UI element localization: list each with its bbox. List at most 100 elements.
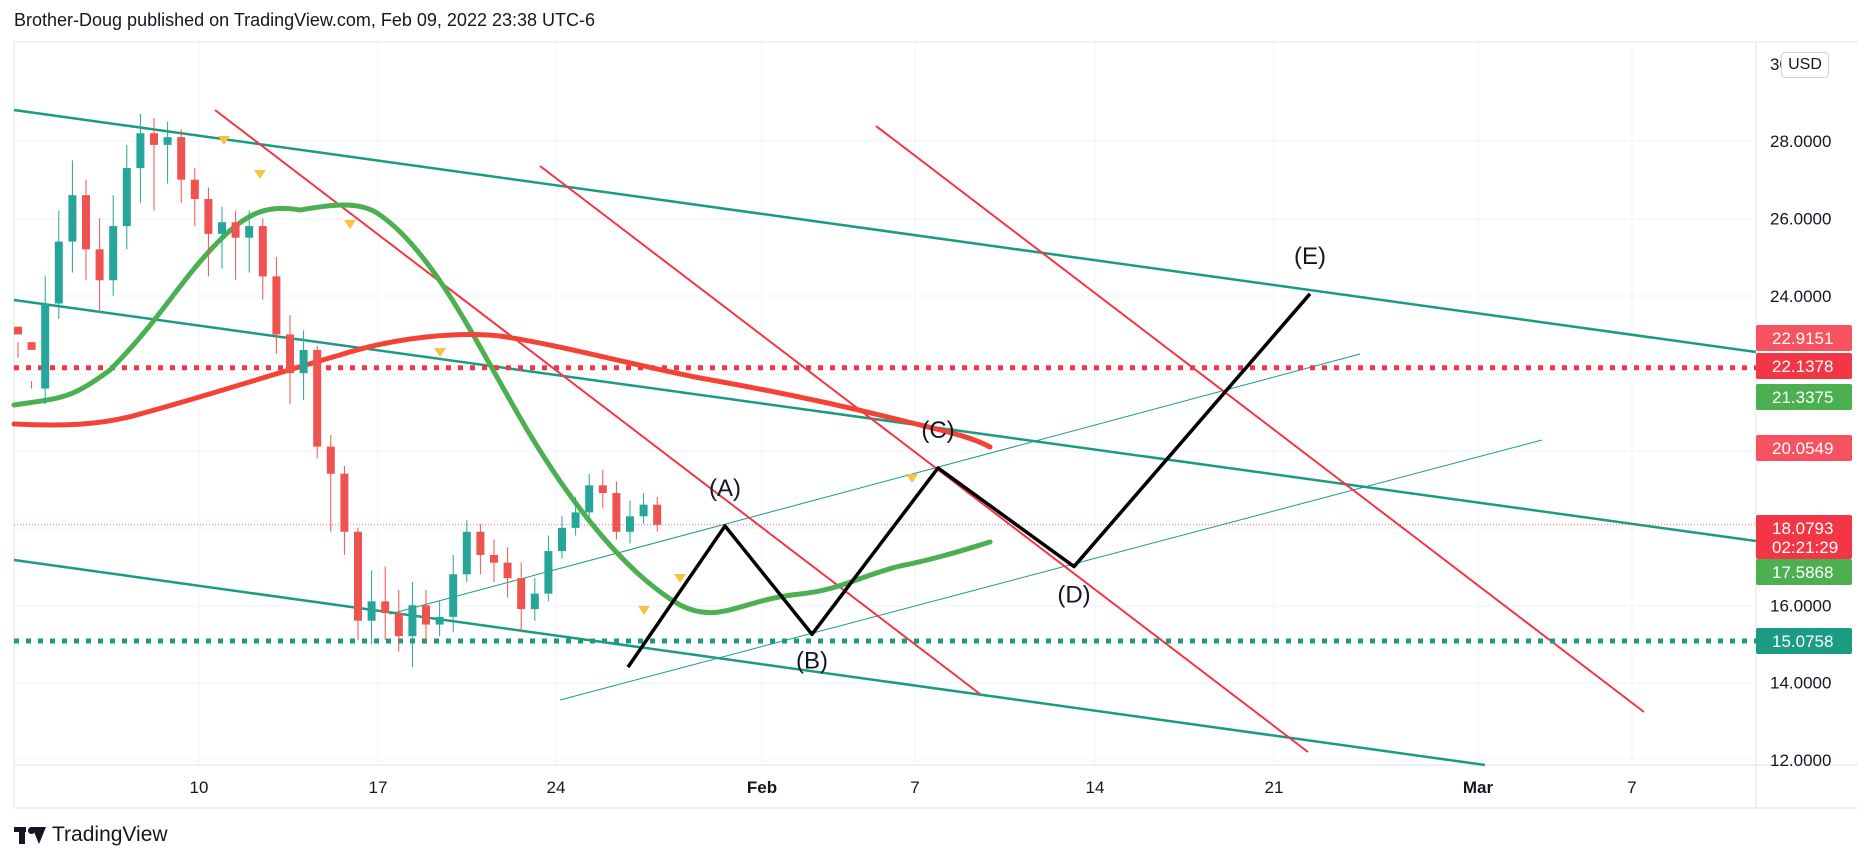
candle-body	[218, 222, 226, 234]
y-tick-label: 16.0000	[1770, 596, 1831, 615]
price-label-value: 18.0793	[1772, 519, 1833, 538]
price-label-countdown: 02:21:29	[1772, 538, 1838, 557]
signal-marker-icon	[674, 574, 686, 583]
candle	[95, 218, 104, 312]
candle	[109, 195, 118, 296]
candle	[394, 589, 403, 652]
candle-body	[422, 605, 430, 625]
candle-body	[286, 334, 294, 374]
price-label-bg	[1756, 515, 1852, 559]
x-tick-label: Feb	[747, 778, 777, 797]
lower-channel-line	[13, 558, 1486, 767]
candle-body	[490, 554, 498, 563]
candle-body	[122, 168, 131, 227]
wave-label: (D)	[1057, 582, 1090, 609]
candle-body	[14, 326, 22, 335]
candle	[503, 547, 512, 598]
candle-body	[530, 593, 539, 610]
price-label: 15.0758	[1756, 628, 1852, 654]
candle	[408, 582, 417, 668]
y-tick-label: 12.0000	[1770, 751, 1831, 770]
x-tick-label: 10	[190, 778, 209, 797]
red-trendline-3	[875, 125, 1645, 713]
candle	[517, 562, 526, 633]
candle-body	[544, 551, 553, 594]
candle-body	[558, 527, 566, 552]
candle-body	[571, 512, 580, 528]
candle-body	[585, 485, 594, 513]
candle-body	[299, 349, 308, 374]
candle-body	[177, 137, 186, 180]
candles	[14, 113, 918, 668]
signal-marker-icon	[218, 136, 230, 145]
candle	[136, 113, 145, 203]
candle	[258, 218, 267, 300]
publish-header: Brother-Doug published on TradingView.co…	[14, 10, 596, 30]
candle-body	[517, 578, 526, 610]
candle	[598, 469, 607, 509]
time-axis: 10 17 24 Feb 7 14 21 Mar 7	[190, 778, 1637, 797]
candle	[626, 500, 634, 544]
candle-body	[136, 133, 145, 169]
candle-body	[163, 137, 172, 145]
candle-body	[435, 616, 444, 625]
candle	[218, 206, 226, 269]
candle	[231, 210, 240, 281]
price-axis: 3028.000026.000024.000016.000014.000012.…	[1770, 55, 1831, 770]
candle	[326, 435, 335, 532]
candle	[177, 129, 186, 203]
candle	[354, 527, 362, 641]
green-moving-average	[11, 202, 993, 616]
candle	[245, 210, 254, 273]
candle	[190, 168, 199, 227]
candle-body	[245, 226, 254, 238]
candle	[14, 326, 22, 358]
wave-label: (A)	[709, 475, 741, 502]
candle-body	[598, 485, 607, 494]
brand-label: TradingView	[52, 823, 168, 846]
candle	[462, 520, 471, 583]
candle	[286, 315, 294, 405]
upper-channel-line	[13, 108, 1757, 354]
candle	[558, 516, 566, 559]
signal-marker-icon	[344, 220, 356, 229]
candle	[639, 493, 648, 525]
candle-body	[27, 342, 36, 350]
wave-count: (A) (B) (C) (D) (E)	[626, 243, 1326, 674]
candle	[490, 539, 498, 583]
price-label-value: 15.0758	[1772, 632, 1833, 651]
candle-body	[258, 226, 267, 277]
x-tick-label: 7	[1627, 778, 1636, 797]
candle	[163, 121, 172, 184]
candle-body	[381, 601, 390, 613]
signal-marker-icon	[254, 170, 266, 179]
price-label: 21.3375	[1756, 384, 1852, 410]
x-tick-label: Mar	[1463, 778, 1494, 797]
price-label-value: 20.0549	[1772, 439, 1833, 458]
candle-body	[476, 531, 485, 555]
y-tick-label: 14.0000	[1770, 674, 1831, 693]
candle	[313, 346, 322, 459]
wave-label: (C)	[921, 417, 954, 444]
candle	[544, 535, 553, 602]
price-label: 17.5868	[1756, 559, 1852, 585]
candle-body	[503, 562, 512, 579]
candle	[299, 330, 308, 401]
currency-badge[interactable]: USD	[1781, 52, 1829, 78]
candle	[381, 566, 390, 641]
candle-body	[82, 195, 90, 250]
candle	[82, 179, 90, 281]
price-labels: 22.9151 22.1378 21.3375 20.0549 18.079302:21…	[1756, 325, 1852, 654]
x-tick-label: 21	[1265, 778, 1284, 797]
candle-body	[354, 531, 362, 621]
candle	[340, 465, 349, 555]
price-label-bg	[1756, 559, 1852, 585]
candle-body	[54, 241, 63, 304]
y-tick-label: 24.0000	[1770, 287, 1831, 306]
price-label: 22.1378	[1756, 353, 1852, 379]
trend-channels	[13, 108, 1757, 767]
footer-brand[interactable]: TradingView	[14, 823, 168, 847]
